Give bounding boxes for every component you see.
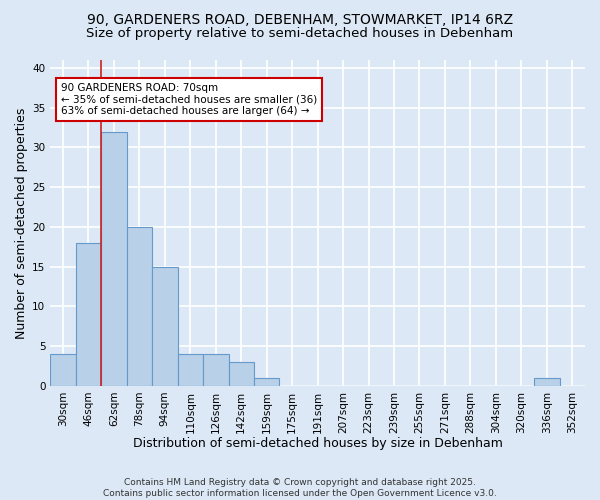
Bar: [76, 243, 101, 386]
X-axis label: Distribution of semi-detached houses by size in Debenham: Distribution of semi-detached houses by …: [133, 437, 503, 450]
Text: 90, GARDENERS ROAD, DEBENHAM, STOWMARKET, IP14 6RZ: 90, GARDENERS ROAD, DEBENHAM, STOWMARKET…: [87, 12, 513, 26]
Y-axis label: Number of semi-detached properties: Number of semi-detached properties: [15, 107, 28, 338]
Bar: [534, 378, 560, 386]
Bar: [178, 354, 203, 386]
Text: Contains HM Land Registry data © Crown copyright and database right 2025.
Contai: Contains HM Land Registry data © Crown c…: [103, 478, 497, 498]
Bar: [101, 132, 127, 386]
Bar: [203, 354, 229, 386]
Bar: [50, 354, 76, 386]
Text: 90 GARDENERS ROAD: 70sqm
← 35% of semi-detached houses are smaller (36)
63% of s: 90 GARDENERS ROAD: 70sqm ← 35% of semi-d…: [61, 83, 317, 116]
Text: Size of property relative to semi-detached houses in Debenham: Size of property relative to semi-detach…: [86, 28, 514, 40]
Bar: [127, 227, 152, 386]
Bar: [229, 362, 254, 386]
Bar: [254, 378, 280, 386]
Bar: [152, 266, 178, 386]
